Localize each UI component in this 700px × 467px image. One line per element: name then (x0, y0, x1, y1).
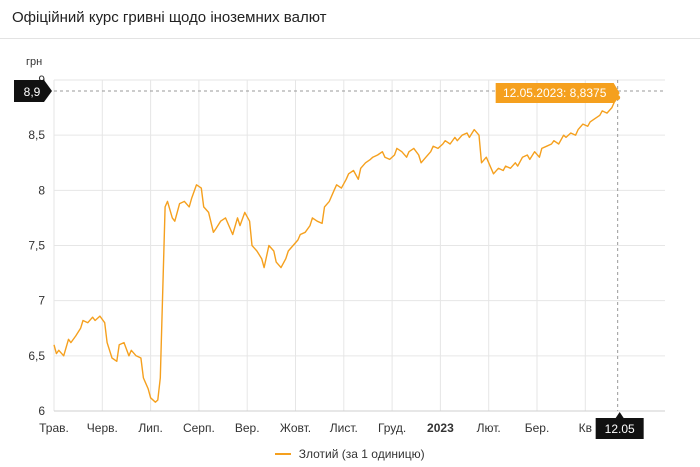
y-tick-label: 9 (38, 73, 45, 87)
x-tick-label: Серп. (183, 421, 215, 435)
y-tick-label: 6 (38, 404, 45, 418)
y-crosshair-label: 8,9 (24, 85, 41, 99)
chart-header: Офіційний курс гривні щодо іноземних вал… (0, 0, 700, 39)
page-title: Офіційний курс гривні щодо іноземних вал… (12, 9, 327, 26)
y-tick-label: 7 (38, 294, 45, 308)
y-tick-label: 8,5 (28, 128, 45, 142)
tooltip-box (495, 83, 620, 104)
y-tick-label: 8 (38, 183, 45, 197)
y-tick-label: 7,5 (28, 239, 45, 253)
y-axis-unit-label: грн (26, 56, 43, 68)
x-tick-label: Черв. (87, 421, 118, 435)
x-tick-label: Трав. (39, 421, 69, 435)
x-tick-label: Вер. (235, 421, 260, 435)
x-tick-label: Жовт. (280, 421, 311, 435)
series-line[interactable] (53, 97, 619, 403)
x-tick-label: Лют. (477, 421, 501, 435)
hover-point-marker (615, 95, 621, 101)
x-tick-label: Кв (579, 421, 592, 435)
x-tick-label: Бер. (525, 421, 550, 435)
x-tick-label: Лип. (138, 421, 162, 435)
x-crosshair-label: 12.05 (605, 422, 635, 436)
y-crosshair-badge (14, 80, 52, 103)
x-tick-label: 2023 (427, 421, 454, 435)
legend-series-label: Злотий (за 1 одиницю) (298, 447, 425, 461)
legend-swatch (275, 452, 292, 455)
x-tick-label: Лист. (330, 421, 358, 435)
x-tick-label: Груд. (378, 421, 406, 435)
x-crosshair-badge (595, 412, 644, 439)
y-tick-label: 6,5 (28, 349, 45, 363)
chart-legend[interactable]: Злотий (за 1 одиницю) (0, 447, 700, 465)
tooltip-label: 12.05.2023: 8,8375 (503, 86, 607, 100)
